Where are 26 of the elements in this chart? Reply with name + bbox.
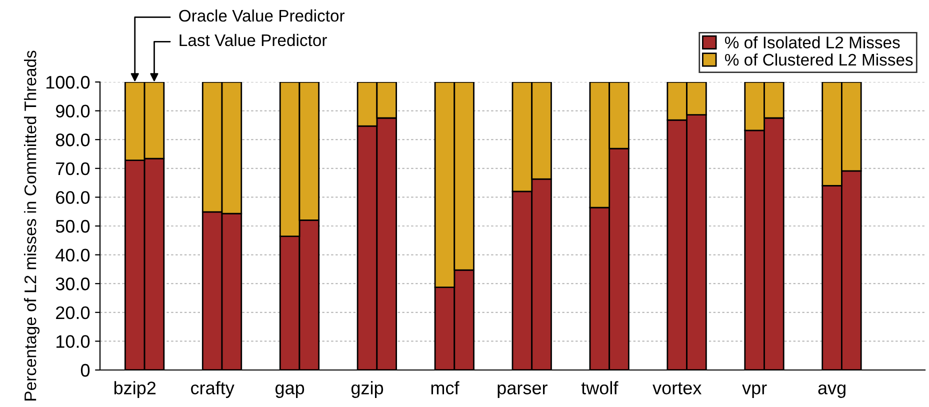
x-tick-label: twolf [581, 381, 618, 394]
text: Oracle Value Predictor [179, 9, 345, 22]
legend-label: % of Isolated L2 Misses [724, 36, 900, 48]
x-tick-label: avg [818, 384, 846, 398]
x-tick-label: bzip2 [114, 381, 156, 398]
y-tick-label: 50.0 [56, 220, 90, 233]
y-tick-label: 10.0 [56, 335, 90, 348]
x-tick-label: vortex [652, 382, 702, 394]
y-tick-label: 20.0 [56, 306, 90, 320]
y-tick-label: 0 [80, 364, 90, 377]
text: Last Value Predictor [180, 34, 327, 46]
x-tick-label: vpr [742, 384, 767, 398]
legend-label: % of Clustered L2 Misses [724, 53, 913, 66]
y-tick-label: 60.0 [56, 191, 90, 204]
x-tick-label: gap [275, 384, 304, 398]
y-tick-label: 100.0 [46, 76, 90, 89]
y-tick-label: 90.0 [56, 104, 90, 118]
y-tick-label: 30.0 [56, 278, 90, 290]
y-tick-label: 80.0 [56, 134, 90, 146]
x-tick-label: mcf [431, 381, 460, 394]
y-axis-title: Percentage of L2 misses in Committed Threads [24, 50, 40, 400]
x-tick-label: parser [498, 384, 548, 398]
y-tick-label: 40.0 [56, 248, 90, 262]
x-tick-label: crafty [191, 381, 234, 398]
x-tick-label: gzip [351, 381, 384, 398]
y-tick-label: 70.0 [56, 162, 90, 176]
